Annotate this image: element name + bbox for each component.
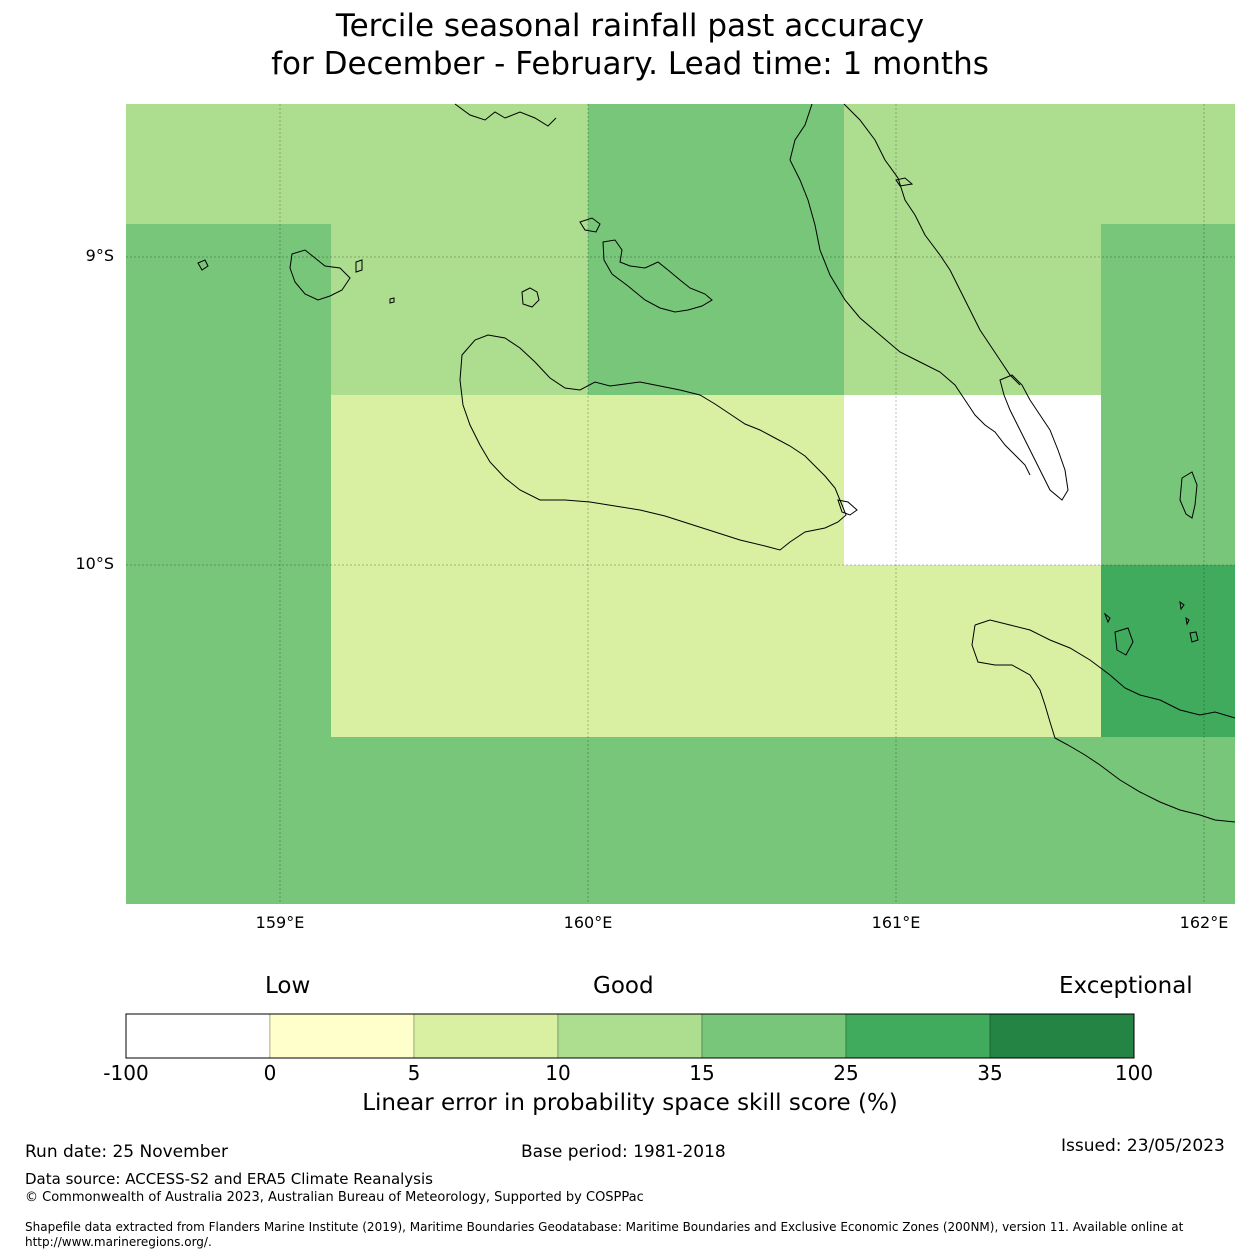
- islet-2: [579, 217, 601, 233]
- issued-date: Issued: 23/05/2023: [1061, 1136, 1225, 1156]
- cell-top-right: [844, 104, 1235, 224]
- colorbar-tick-label: -100: [103, 1061, 149, 1085]
- islet-3: [197, 259, 209, 271]
- cell-row2-a: [331, 224, 588, 395]
- lon-label-161e: 161°E: [871, 913, 921, 932]
- islet-11: [1189, 631, 1199, 643]
- colorbar-tick-label: 100: [1114, 1061, 1154, 1085]
- cell-east-lower: [1101, 565, 1235, 737]
- islet-5: [389, 297, 395, 304]
- islet-6: [895, 177, 914, 187]
- category-good: Good: [593, 973, 654, 999]
- colorbar-tick-label: 0: [263, 1061, 277, 1085]
- makira-south: [971, 624, 1236, 823]
- islet-9: [1103, 612, 1111, 624]
- lat-label-9s: 9°S: [85, 246, 114, 265]
- small-malaita: [999, 374, 1069, 501]
- category-exceptional: Exceptional: [1059, 973, 1193, 999]
- russell-islands: [289, 249, 351, 301]
- cell-row2-c: [844, 224, 1101, 395]
- malaita-coast: [789, 103, 1031, 476]
- cell-bottom-band: [331, 737, 1235, 904]
- map-title-line1: Tercile seasonal rainfall past accuracy: [335, 8, 925, 44]
- cell-row2-b: [588, 224, 844, 395]
- copyright: © Commonwealth of Australia 2023, Austra…: [25, 1190, 644, 1205]
- colorbar-tick-label: 35: [977, 1061, 1003, 1085]
- cell-top-left: [126, 104, 588, 224]
- cell-east-upper: [1101, 224, 1235, 565]
- malaita-east: [843, 103, 1021, 386]
- guadalcanal-coast: [459, 334, 847, 551]
- colorbar-label: Linear error in probability space skill …: [362, 1090, 898, 1116]
- colorbar-tick-label: 5: [407, 1061, 421, 1085]
- cell-center-a: [331, 395, 844, 565]
- lon-label-162e: 162°E: [1179, 913, 1229, 932]
- colorbar-tick-label: 25: [833, 1061, 859, 1085]
- islet-7: [1179, 471, 1198, 519]
- colorbar-tick-label: 10: [545, 1061, 571, 1085]
- data-source: Data source: ACCESS-S2 and ERA5 Climate …: [25, 1170, 433, 1188]
- makira-coast: [974, 619, 1236, 719]
- cell-west-column: [126, 224, 331, 904]
- map-title-line2: for December - February. Lead time: 1 mo…: [271, 46, 989, 82]
- base-period: Base period: 1981-2018: [521, 1142, 726, 1162]
- run-date: Run date: 25 November: [25, 1142, 228, 1162]
- small-isle-1: [521, 287, 540, 308]
- coastlines: [197, 103, 1236, 823]
- shapefile-credit: Shapefile data extracted from Flanders M…: [25, 1220, 1184, 1249]
- islet-10: [1179, 600, 1185, 611]
- colorbar-tick-label: 15: [689, 1061, 715, 1085]
- cell-lower-band: [331, 565, 1101, 737]
- islet-12: [1185, 616, 1190, 626]
- lat-label-10s: 10°S: [75, 554, 114, 573]
- cell-center-b: [844, 395, 1101, 565]
- lon-label-160e: 160°E: [563, 913, 613, 932]
- islet-8: [1114, 627, 1134, 656]
- graticule: [126, 104, 1235, 904]
- north-coast-1: [454, 103, 557, 127]
- nggela-islands: [602, 239, 713, 313]
- skill-grid: [126, 104, 1235, 904]
- lon-label-159e: 159°E: [255, 913, 305, 932]
- savo: [837, 499, 858, 516]
- category-low: Low: [265, 973, 311, 999]
- cell-top-mid: [588, 104, 844, 224]
- islet-4: [355, 259, 363, 273]
